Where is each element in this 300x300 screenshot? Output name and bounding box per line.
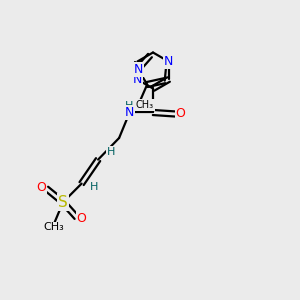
Text: O: O — [176, 107, 185, 121]
Text: H: H — [106, 147, 115, 157]
Text: N: N — [164, 55, 173, 68]
Text: CH₃: CH₃ — [44, 222, 64, 233]
Text: S: S — [58, 195, 68, 210]
Text: N: N — [133, 62, 143, 76]
Text: H: H — [90, 182, 98, 192]
Text: H: H — [125, 101, 133, 111]
Text: CH₃: CH₃ — [136, 100, 154, 110]
Text: O: O — [77, 212, 86, 225]
Text: O: O — [37, 181, 46, 194]
Text: N: N — [133, 73, 142, 86]
Text: N: N — [125, 106, 134, 119]
